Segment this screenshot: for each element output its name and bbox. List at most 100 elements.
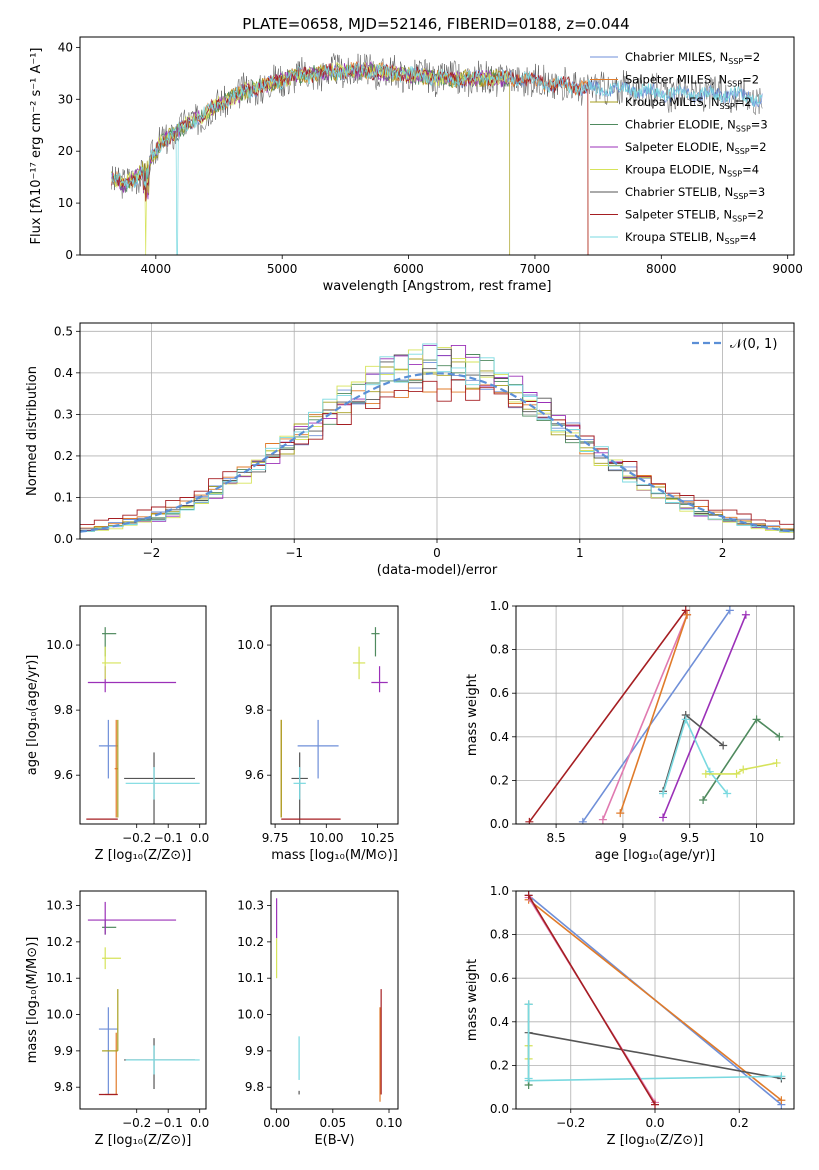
legend-label: Salpeter MILES, NSSP=2	[625, 73, 759, 89]
weight-marker	[701, 769, 710, 778]
errorbar-point	[125, 767, 200, 800]
errorbar-point	[125, 1045, 200, 1075]
x-tick-label: 6000	[393, 262, 424, 276]
legend-label: Salpeter STELIB, NSSP=2	[625, 208, 764, 224]
x-tick-label: 10.25	[360, 831, 394, 845]
y-tick-label: 20	[58, 144, 73, 158]
y-tick-label: 0.4	[490, 730, 509, 744]
y-axis-label: mass [log₁₀(M/M⊙)]	[25, 937, 40, 1064]
x-tick-label: 8.5	[547, 831, 566, 845]
axes-frame	[79, 605, 207, 825]
y-tick-label: 0.3	[54, 407, 73, 421]
y-tick-label: 9.8	[54, 703, 73, 717]
errorbars	[276, 898, 382, 1102]
x-axis-label: (data-model)/error	[377, 563, 498, 578]
x-tick-label: 9	[619, 831, 627, 845]
x-tick-label: −0.2	[122, 1116, 151, 1130]
weight-series	[662, 614, 747, 818]
y-tick-label: 10.1	[237, 971, 264, 985]
x-tick-label: 0.2	[730, 1116, 749, 1130]
y-tick-label: 0.2	[54, 449, 73, 463]
x-tick-label: 10.00	[309, 831, 343, 845]
errorbar-point	[297, 719, 339, 779]
y-tick-label: 0.0	[54, 532, 73, 546]
weight-lines	[524, 891, 786, 1109]
errorbars	[86, 627, 200, 824]
spectrum-line	[111, 62, 763, 255]
spectrum-line	[111, 62, 511, 255]
x-tick-label: 7000	[520, 262, 551, 276]
weight-series	[528, 899, 782, 1101]
y-tick-label: 0.5	[54, 324, 73, 338]
weight-marker	[719, 741, 728, 750]
mass-vs-metallicity-panel: −0.2 −0.1 0.0 9.8 9.9 10.0 10.1 10.2 10.3 Z [log₁…	[25, 890, 209, 1148]
y-axis-label: mass weight	[465, 959, 480, 1041]
errorbar-point	[371, 627, 380, 657]
weight-marker	[741, 610, 750, 619]
y-tick-label: 0.2	[490, 773, 509, 787]
weight-series	[702, 718, 780, 801]
x-axis-label: Z [log₁₀(Z/Z⊙)]	[607, 1133, 704, 1148]
y-tick-label: 0.0	[490, 1102, 509, 1116]
legend-subscript: SSP	[732, 215, 747, 224]
legend-count: =4	[742, 163, 759, 177]
axes-frame	[270, 605, 399, 825]
weight-marker	[578, 817, 587, 824]
figure-title: PLATE=0658, MJD=52146, FIBERID=0188, z=0…	[242, 15, 629, 33]
y-tick-label: 10.2	[237, 935, 264, 949]
age-vs-metallicity-panel: −0.2 −0.1 0.0 9.6 9.8 10.0 Z [log₁₀(Z/Z⊙)] age …	[25, 605, 209, 863]
legend-subscript: SSP	[727, 170, 742, 179]
errorbar-point	[105, 1032, 117, 1096]
mass-vs-ebv-panel: 0.00 0.05 0.10 9.8 9.9 10.0 10.1 10.2 10.3 E(B-V)	[237, 890, 402, 1148]
weight-marker	[699, 796, 708, 805]
spectrum-panel: 4000 5000 6000 7000 8000 9000 0 10 20 30 40 wavelen…	[29, 36, 803, 294]
errorbar-point	[102, 989, 119, 1052]
legend-count: =2	[742, 73, 759, 87]
y-tick-label: 9.8	[245, 703, 264, 717]
x-tick-label: 8000	[646, 262, 677, 276]
legend-count: =3	[751, 118, 768, 132]
legend-label: Chabrier STELIB, NSSP=3	[625, 185, 765, 201]
y-tick-label: 1.0	[490, 599, 509, 613]
y-tick-label: 30	[58, 92, 73, 106]
x-tick-label: 0.0	[190, 1116, 209, 1130]
y-axis-label: mass weight	[465, 674, 480, 756]
y-tick-label: 0	[65, 248, 73, 262]
weight-marker	[524, 891, 533, 900]
axes-frame	[270, 890, 399, 1110]
x-axis-label: Z [log₁₀(Z/Z⊙)]	[95, 1133, 192, 1148]
y-axis-label: Flux [fλ10⁻¹⁷ erg cm⁻² s⁻¹ A⁻¹]	[29, 48, 44, 245]
histogram-series	[80, 379, 794, 539]
weight-marker	[598, 815, 607, 824]
weight-marker	[725, 606, 734, 615]
legend-count: =2	[743, 50, 760, 64]
x-axis-label: age [log₁₀(age/yr)]	[595, 848, 716, 863]
errorbar-point	[102, 646, 121, 680]
weight-marker	[777, 1096, 786, 1105]
weight-series	[705, 762, 777, 775]
weight-series	[582, 609, 731, 823]
y-tick-label: 0.4	[490, 1015, 509, 1029]
errorbar-point	[293, 767, 306, 800]
y-axis-label: Normed distribution	[25, 366, 40, 496]
x-tick-label: 0.0	[190, 831, 209, 845]
x-tick-label: 10	[749, 831, 764, 845]
x-tick-label: −0.1	[154, 1116, 183, 1130]
legend-count: =2	[750, 140, 767, 154]
legend-label: 𝒩(0, 1)	[730, 337, 777, 352]
x-tick-label: −0.1	[154, 831, 183, 845]
axes-frame	[79, 36, 795, 256]
weight-series	[619, 614, 688, 814]
x-tick-label: 0.00	[263, 1116, 290, 1130]
weight-marker	[525, 817, 534, 824]
massweight-vs-age-panel: 8.5 9 9.5 10 0.0 0.2 0.4 0.6 0.8 1.0 age [log₁₀(ag…	[465, 599, 795, 863]
y-tick-label: 10.3	[237, 899, 264, 913]
y-tick-label: 9.6	[54, 768, 73, 782]
normal-curve	[80, 372, 792, 533]
x-axis-label: Z [log₁₀(Z/Z⊙)]	[95, 848, 192, 863]
y-tick-label: 10.3	[46, 899, 73, 913]
errorbars	[87, 901, 200, 1096]
x-tick-label: 2	[719, 546, 727, 560]
legend-count: =4	[740, 230, 757, 244]
